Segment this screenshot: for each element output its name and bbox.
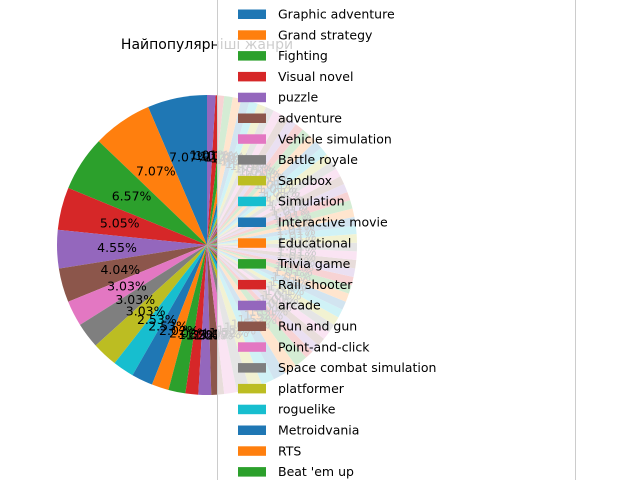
legend-label: Beat 'em up [278,464,354,479]
legend-swatch [238,175,266,186]
legend-label: Space combat simulation [278,360,436,375]
legend-label: Educational [278,235,351,250]
pie-slice [207,95,216,245]
legend-label: Interactive movie [278,215,388,230]
percent-label: 3.03% [107,279,147,294]
legend-swatch [238,155,266,165]
percent-label: 3.03% [115,292,155,307]
pie-slice [57,188,207,245]
legend-swatch [238,321,266,331]
percent-label: 7.07% [136,163,176,178]
legend-swatch [238,92,266,103]
legend-swatch [238,425,266,435]
legend-swatch [238,113,266,123]
legend-swatch [238,134,266,144]
legend-swatch [238,446,266,456]
legend-label: Sandbox [278,173,332,188]
pie-slice [152,245,207,390]
percent-label: 2.53% [137,312,177,327]
pie-slice [95,245,207,364]
legend-swatch [238,196,266,207]
percent-label: 2.53% [148,319,188,334]
pie-slice [68,245,207,325]
legend-label: Simulation [278,194,345,209]
legend-label: Grand strategy [278,27,373,42]
percent-label: 6.57% [112,188,152,203]
legend-label: Visual novel [278,69,353,84]
legend: Graphic adventure Grand strategy Fighting V… [217,0,576,480]
legend-label: RTS [278,443,301,458]
legend-swatch [238,300,266,311]
legend-label: Vehicle simulation [278,131,392,146]
legend-swatch [238,383,266,394]
percent-label: 2.02% [169,326,209,341]
percent-label: 4.04% [100,262,140,277]
pie-slice [68,141,208,245]
legend-swatch [238,279,266,290]
percent-label: 5.05% [100,216,140,231]
legend-label: Run and gun [278,319,357,334]
legend-swatch [238,51,266,61]
legend-label: arcade [278,298,321,313]
pie-slice [168,245,207,394]
percent-label: 1.52% [186,327,226,342]
legend-label: roguelike [278,402,336,417]
legend-label: Fighting [278,48,328,63]
percent-label: 4.55% [97,240,137,255]
legend-swatch [238,9,266,19]
legend-label: Metroidvania [278,423,359,438]
pie-slice [148,94,207,245]
legend-swatch [238,71,266,82]
percent-label: 2.02% [159,323,199,338]
legend-swatch [238,363,266,373]
pie-slice [114,245,207,376]
legend-swatch [238,30,266,40]
pie-slice [198,245,212,396]
legend-label: Point-and-click [278,339,370,354]
pie-slice [185,245,207,395]
percent-label: 1.52% [178,327,218,342]
percent-label: 7.07% [169,149,209,164]
legend-label: Trivia game [277,256,351,271]
legend-label: Battle royale [278,152,358,167]
pie-slice [56,229,208,269]
legend-label: Rail shooter [278,277,353,292]
legend-swatch [238,238,266,248]
legend-label: platformer [278,381,345,396]
legend-label: Graphic adventure [278,7,395,22]
legend-swatch [238,404,266,415]
percent-label: 3.03% [126,303,166,318]
legend-swatch [238,259,266,269]
legend-swatch [238,467,266,477]
pie-slice [132,245,207,385]
legend-label: adventure [278,111,342,126]
pie-slice [58,245,208,302]
legend-label: puzzle [278,90,318,105]
legend-frame [217,0,576,480]
legend-swatch [238,342,266,352]
pie-slice [98,107,207,245]
legend-swatch [238,217,266,227]
pie-slice [80,245,207,346]
